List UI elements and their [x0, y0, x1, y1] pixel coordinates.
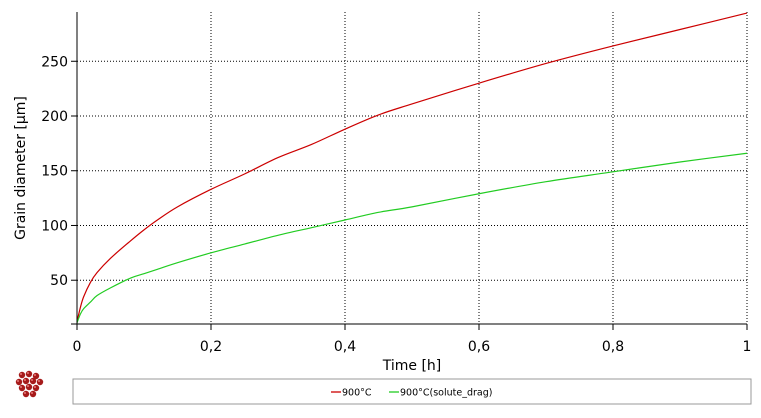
y-tick-label: 100: [41, 218, 68, 234]
y-tick-label: 150: [41, 164, 68, 180]
y-axis-label: Grain diameter [µm]: [13, 96, 29, 240]
legend-items: 900°C 900°C(solute_drag): [331, 388, 492, 399]
y-tick-label: 50: [50, 273, 68, 289]
x-axis-label: Time [h]: [382, 358, 442, 374]
legend-label-1: 900°C: [342, 388, 372, 399]
series-layer: [76, 12, 748, 324]
x-tick-label: 0,6: [468, 339, 490, 355]
legend-label-2: 900°C(solute_drag): [400, 388, 492, 399]
series-line-2: [76, 152, 748, 324]
y-tick-label: 200: [41, 109, 68, 125]
legend: 900°C 900°C(solute_drag): [72, 378, 752, 405]
plot-area: [77, 12, 747, 324]
y-tick-label: 250: [41, 54, 68, 70]
series-line-1: [76, 12, 748, 322]
grid-layer: [77, 12, 748, 324]
x-tick-label: 0,4: [334, 339, 356, 355]
x-tick-label: 0: [73, 339, 82, 355]
x-tick-label: 0,8: [602, 339, 624, 355]
x-tick-label: 0,2: [200, 339, 222, 355]
legend-box: [72, 378, 752, 405]
x-tick-label: 1: [743, 339, 752, 355]
molecule-logo-icon: [15, 370, 44, 398]
